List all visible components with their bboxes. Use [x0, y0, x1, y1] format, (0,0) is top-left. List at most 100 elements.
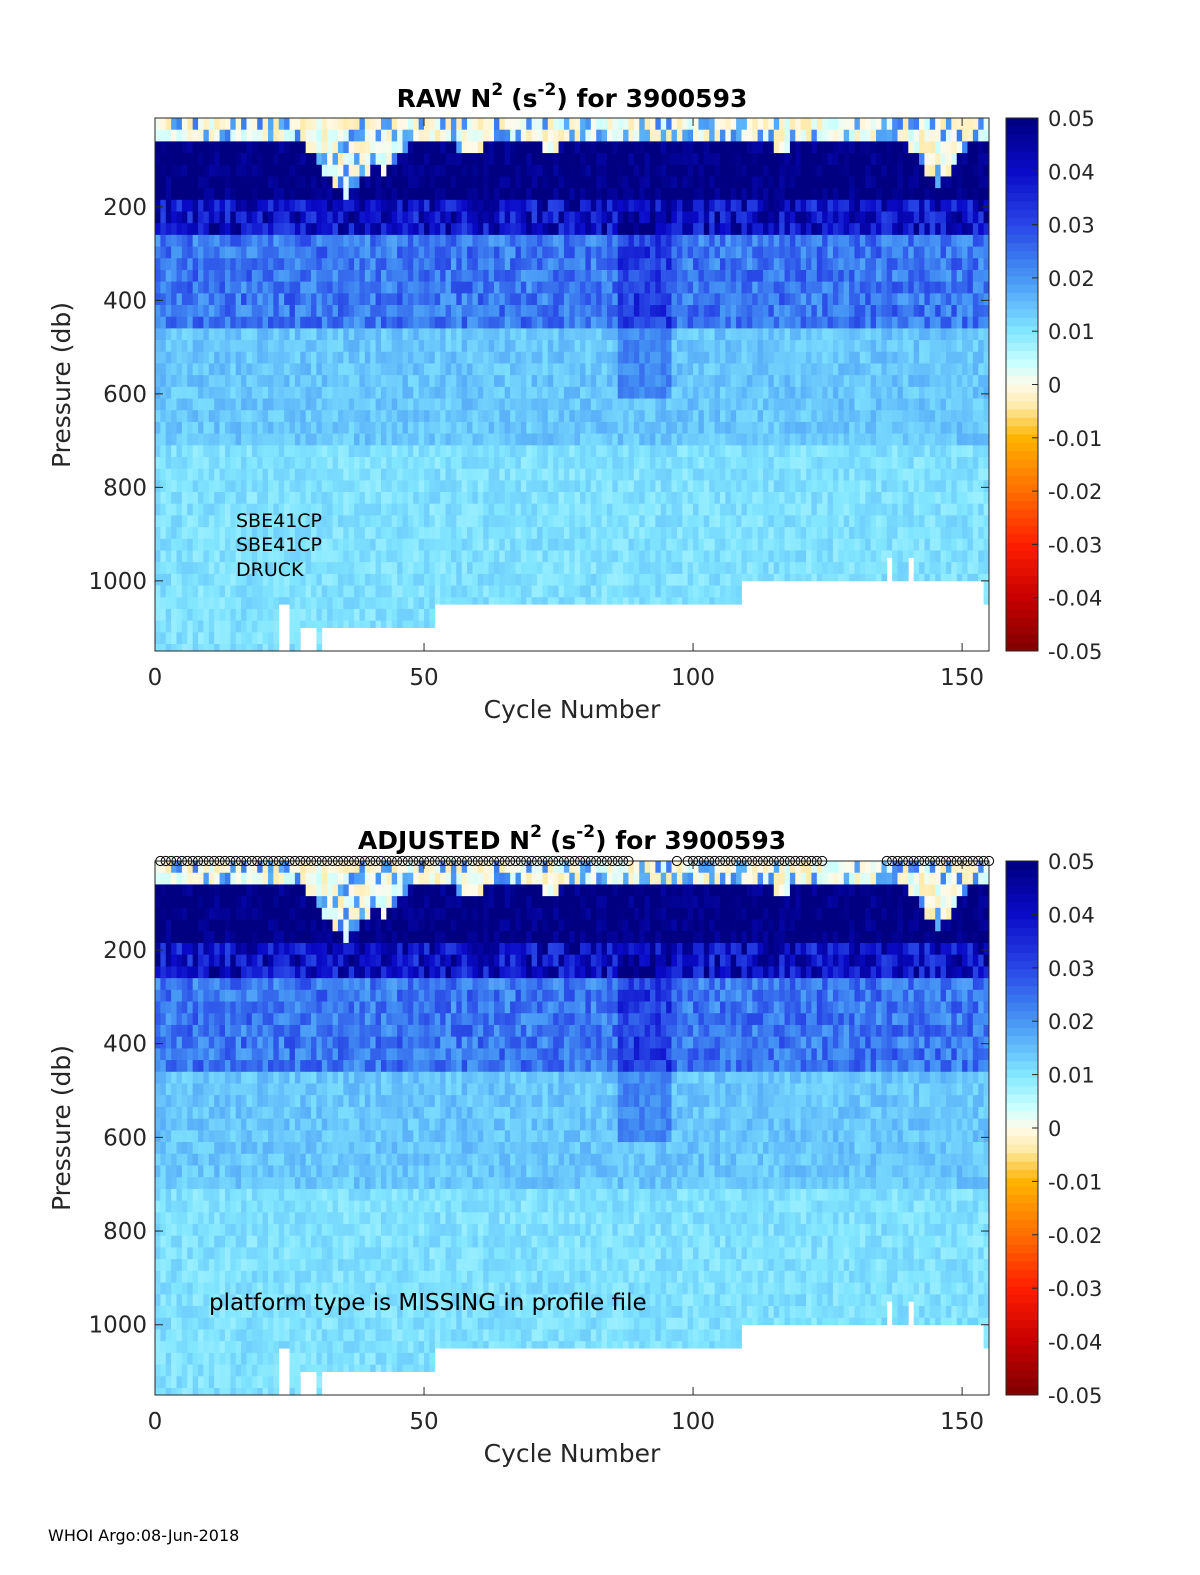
heat-cell	[531, 164, 538, 177]
heat-cell	[558, 118, 565, 131]
heat-cell	[628, 164, 635, 177]
heat-cell	[192, 597, 199, 610]
heat-cell	[230, 608, 237, 622]
heat-cell	[181, 538, 188, 551]
heat-cell	[208, 538, 215, 551]
heat-cell	[671, 351, 678, 364]
heat-cell	[300, 433, 307, 446]
heat-cell	[693, 141, 699, 154]
heat-cell	[198, 468, 204, 481]
heat-cell	[612, 258, 619, 271]
heat-cell	[359, 468, 366, 481]
heat-cell	[300, 468, 307, 481]
heat-cell	[181, 632, 188, 645]
heat-cell	[467, 141, 473, 154]
heat-cell	[639, 480, 646, 493]
heat-cell	[709, 503, 715, 516]
heat-cell	[467, 328, 473, 341]
heat-cell	[590, 188, 597, 201]
heat-cell	[445, 375, 452, 388]
heat-cell	[736, 480, 742, 493]
heat-cell	[219, 632, 226, 645]
heat-cell	[343, 492, 350, 505]
heat-cell	[327, 562, 333, 575]
heat-cell	[397, 527, 403, 540]
heat-cell	[332, 538, 339, 551]
heat-cell	[666, 597, 672, 605]
heat-cell	[569, 199, 576, 212]
heat-cell	[278, 550, 285, 563]
heat-cell	[757, 258, 764, 271]
heat-cell	[418, 234, 425, 247]
heat-cell	[746, 328, 753, 341]
heat-cell	[515, 211, 522, 224]
heat-cell	[515, 527, 522, 540]
heat-cell	[719, 573, 726, 586]
heat-cell	[413, 258, 420, 271]
heat-cell	[461, 480, 468, 493]
heat-cell	[488, 316, 495, 329]
heat-cell	[596, 410, 602, 423]
heat-cell	[596, 386, 602, 399]
heat-cell	[472, 234, 479, 247]
heat-cell	[542, 164, 549, 177]
heat-cell	[752, 410, 759, 423]
heat-cell	[413, 269, 420, 283]
heat-cell	[198, 643, 204, 652]
heat-cell	[445, 410, 452, 423]
heat-cell	[644, 515, 651, 528]
heat-cell	[171, 375, 177, 388]
heat-cell	[246, 258, 253, 271]
heat-cell	[354, 433, 360, 446]
heat-cell	[235, 550, 242, 563]
heat-cell	[768, 562, 775, 575]
heat-cell	[483, 398, 489, 411]
heat-cell	[321, 305, 328, 318]
heat-cell	[155, 468, 161, 481]
heat-cell	[493, 246, 500, 259]
heat-cell	[181, 503, 188, 516]
heat-cell	[515, 550, 522, 563]
heat-cell	[397, 515, 403, 528]
heat-cell	[289, 351, 296, 364]
heat-cell	[515, 153, 522, 166]
heat-cell	[278, 503, 285, 516]
heat-cell	[198, 421, 204, 434]
heat-cell	[644, 421, 651, 434]
heat-cell	[429, 562, 436, 575]
heat-cell	[327, 620, 333, 629]
heat-cell	[601, 456, 608, 470]
heat-cell	[407, 246, 414, 259]
heat-cell	[531, 340, 538, 353]
heat-cell	[515, 328, 522, 341]
heat-cell	[617, 351, 624, 364]
heat-cell	[316, 398, 323, 411]
heat-cell	[445, 562, 452, 575]
heat-cell	[596, 375, 602, 388]
heat-cell	[332, 199, 339, 212]
heat-cell	[617, 246, 624, 259]
heat-cell	[585, 503, 592, 516]
heat-cell	[343, 328, 350, 341]
heat-cell	[289, 129, 296, 142]
heat-cell	[768, 527, 775, 540]
heat-cell	[257, 398, 264, 411]
heat-cell	[563, 597, 570, 605]
heat-cell	[198, 223, 204, 236]
heat-cell	[623, 445, 629, 458]
heat-cell	[488, 597, 495, 605]
heat-cell	[445, 293, 452, 306]
heat-cell	[364, 386, 371, 399]
heat-cell	[332, 515, 339, 528]
heat-cell	[488, 421, 495, 434]
heat-cell	[337, 118, 344, 131]
heat-cell	[370, 293, 377, 306]
heat-cell	[429, 234, 436, 247]
heat-cell	[617, 445, 624, 458]
heat-cell	[531, 375, 538, 388]
heat-cell	[730, 492, 737, 505]
heat-cell	[693, 503, 699, 516]
heat-cell	[547, 456, 554, 470]
heat-cell	[246, 363, 253, 376]
heat-cell	[660, 562, 667, 575]
